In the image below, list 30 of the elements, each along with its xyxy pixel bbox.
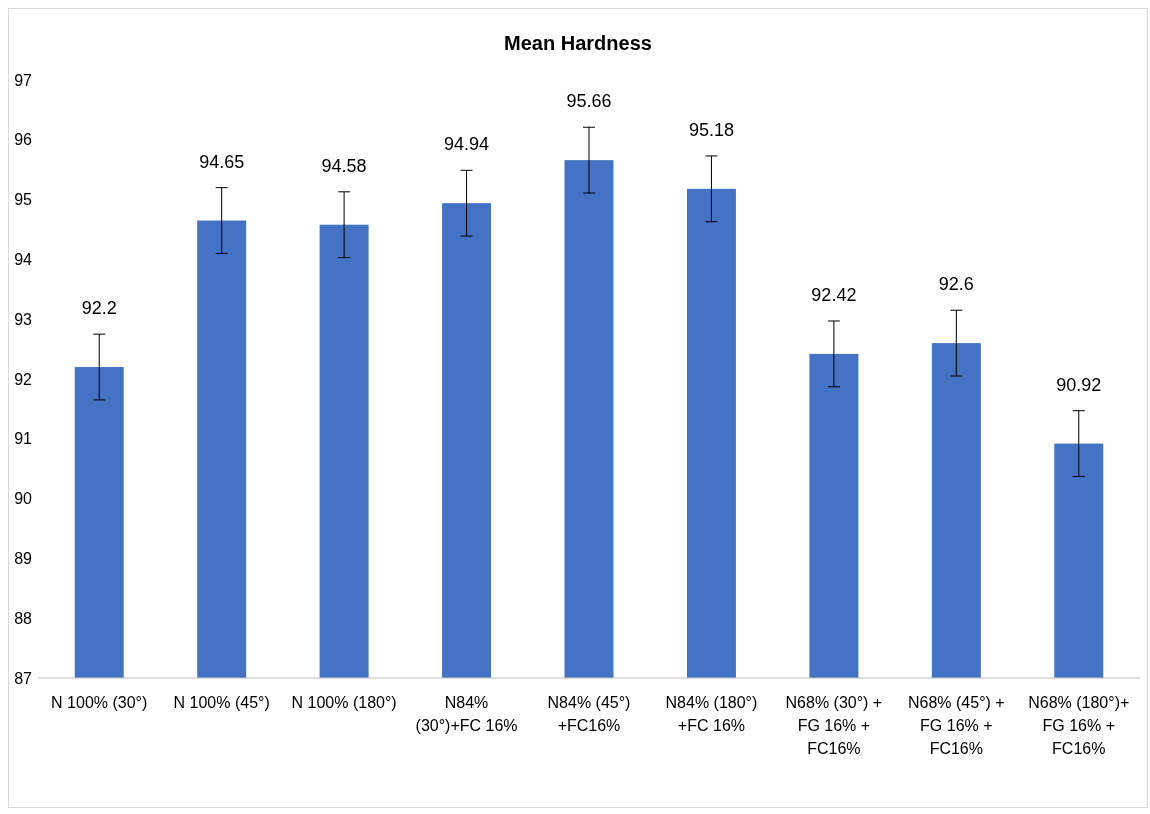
- x-tick-label: N84% (30°)+FC 16%: [415, 694, 518, 734]
- x-tick-label: N 100% (180°): [291, 694, 397, 711]
- x-tick-label: N68% (180°)+ FG 16% + FC16%: [1028, 694, 1130, 757]
- data-label: 94.65: [199, 151, 245, 172]
- data-label: 95.66: [566, 91, 612, 112]
- x-tick-label: N68% (45°) + FG 16% + FC16%: [908, 694, 1005, 757]
- x-tick-label: N84% (45°) +FC16%: [547, 694, 631, 734]
- data-label: 90.92: [1056, 374, 1102, 395]
- x-tick-label: N 100% (45°): [173, 694, 270, 711]
- y-tick-label: 96: [14, 131, 33, 149]
- chart-title: Mean Hardness: [504, 32, 652, 54]
- y-tick-label: 93: [14, 310, 33, 328]
- data-label: 92.6: [938, 274, 974, 295]
- y-tick-label: 87: [14, 669, 33, 687]
- data-label: 94.94: [444, 134, 490, 155]
- y-tick-label: 92: [14, 370, 33, 388]
- data-label: 92.42: [811, 284, 857, 305]
- data-label: 92.2: [81, 298, 117, 319]
- y-tick-label: 94: [14, 251, 33, 268]
- y-tick-label: 90: [14, 490, 33, 508]
- x-tick-label: N84% (180°) +FC 16%: [665, 694, 758, 734]
- data-label: 95.18: [688, 119, 734, 140]
- y-tick-label: 88: [14, 609, 33, 627]
- y-tick-label: 97: [14, 71, 33, 89]
- x-tick-label: N68% (30°) + FG 16% + FC16%: [785, 694, 883, 757]
- data-label: 94.58: [321, 155, 367, 176]
- y-tick-label: 89: [14, 550, 33, 567]
- x-tick-label: N 100% (30°): [51, 694, 148, 711]
- y-tick-label: 95: [14, 191, 33, 209]
- y-tick-label: 91: [14, 430, 33, 448]
